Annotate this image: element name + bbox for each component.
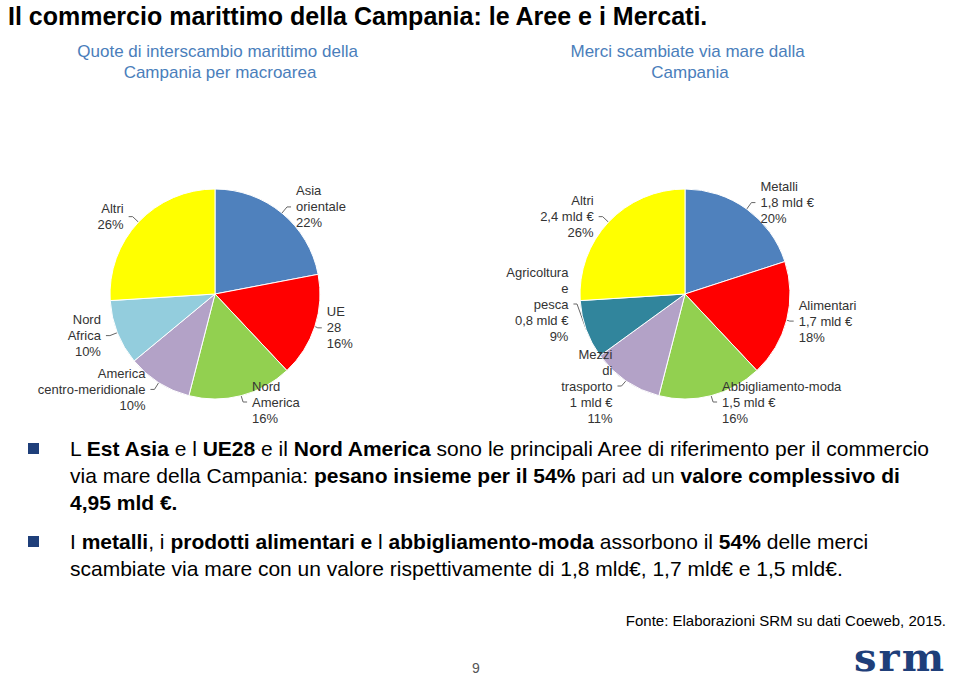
- svg-text:Quote di interscambio marittim: Quote di interscambio marittimo della: [77, 42, 362, 61]
- svg-text:18%: 18%: [799, 330, 825, 345]
- svg-text:1,7 mld €: 1,7 mld €: [799, 314, 853, 329]
- svg-text:Merci scambiate via mare dalla: Merci scambiate via mare dalla: [570, 42, 809, 61]
- html-text:L Est Asia e l UE28 e il Nord: L Est Asia e l UE28 e il Nord America so…: [70, 437, 929, 514]
- svg-text:0,8 mld €: 0,8 mld €: [515, 313, 569, 328]
- svg-text:1 mld €: 1 mld €: [570, 395, 613, 410]
- svg-text:Campania: Campania: [651, 63, 729, 82]
- svg-text:Nord: Nord: [73, 312, 101, 327]
- html-text:Il commercio marittimo della C: Il commercio marittimo della Campania: l…: [8, 2, 708, 30]
- svg-text:2,4 mld €: 2,4 mld €: [540, 209, 594, 224]
- svg-text:UE: UE: [327, 304, 345, 319]
- svg-text:Nord: Nord: [252, 379, 280, 394]
- svg-text:10%: 10%: [75, 344, 101, 359]
- svg-text:1,5 mld €: 1,5 mld €: [722, 395, 776, 410]
- html-text:srm: srm: [854, 633, 946, 680]
- svg-text:1,8 mld €: 1,8 mld €: [760, 195, 814, 210]
- svg-text:16%: 16%: [252, 411, 278, 426]
- svg-text:Africa: Africa: [68, 328, 102, 343]
- svg-text:26%: 26%: [98, 217, 124, 232]
- svg-text:26%: 26%: [568, 225, 594, 240]
- svg-text:9%: 9%: [550, 329, 569, 344]
- svg-text:e: e: [561, 281, 568, 296]
- html-text:Fonte: Elaborazioni SRM su dat: Fonte: Elaborazioni SRM su dati Coeweb, …: [625, 612, 946, 629]
- svg-text:Abbigliamento-moda: Abbigliamento-moda: [722, 379, 842, 394]
- svg-text:20%: 20%: [760, 211, 786, 226]
- svg-text:Agricoltura: Agricoltura: [506, 265, 569, 280]
- svg-text:orientale: orientale: [296, 199, 346, 214]
- svg-text:centro-meridionale: centro-meridionale: [38, 382, 146, 397]
- svg-text:Altri: Altri: [101, 201, 124, 216]
- svg-text:America: America: [252, 395, 300, 410]
- svg-text:10%: 10%: [119, 398, 145, 413]
- svg-text:trasporto: trasporto: [561, 379, 612, 394]
- svg-text:Alimentari: Alimentari: [799, 298, 857, 313]
- svg-text:11%: 11%: [587, 411, 612, 426]
- svg-text:di: di: [602, 363, 612, 378]
- svg-text:America: America: [98, 366, 146, 381]
- svg-text:28: 28: [327, 320, 341, 335]
- svg-text:pesca: pesca: [534, 297, 569, 312]
- svg-text:Altri: Altri: [571, 193, 594, 208]
- svg-text:Campania per macroarea: Campania per macroarea: [124, 63, 317, 82]
- svg-text:16%: 16%: [722, 411, 748, 426]
- svg-text:Asia: Asia: [296, 183, 322, 198]
- html-text:I metalli, i prodotti alimenta: I metalli, i prodotti alimentari e l abb…: [70, 530, 869, 580]
- svg-text:Metalli: Metalli: [760, 179, 798, 194]
- html-text:9: 9: [472, 660, 480, 676]
- svg-text:Mezzi: Mezzi: [579, 347, 613, 362]
- svg-text:16%: 16%: [327, 336, 353, 351]
- svg-text:22%: 22%: [296, 215, 322, 230]
